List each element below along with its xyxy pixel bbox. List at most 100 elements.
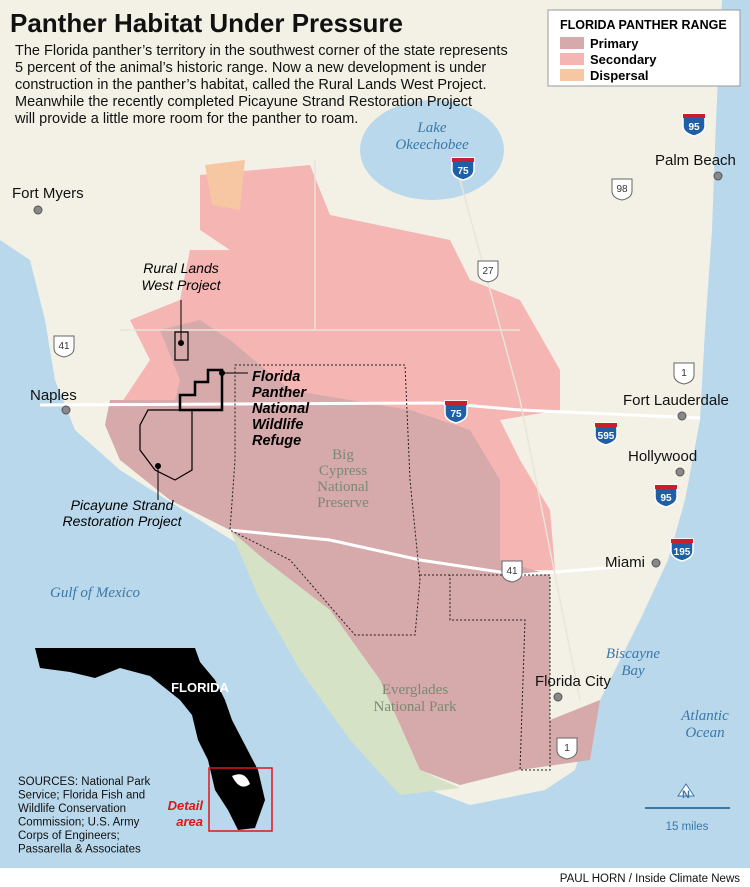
place-label: Miami bbox=[605, 554, 645, 571]
refuge-outline bbox=[178, 368, 224, 412]
place-dot bbox=[553, 692, 563, 702]
shield-top bbox=[683, 114, 705, 118]
highway-shield: 95 bbox=[654, 484, 678, 508]
text-line: Gulf of Mexico bbox=[50, 585, 140, 601]
shield-body bbox=[673, 362, 695, 385]
highway-shield: 27 bbox=[477, 260, 499, 283]
detail-box bbox=[208, 767, 273, 832]
shield-number: 75 bbox=[457, 166, 469, 177]
legend-title: FLORIDA PANTHER RANGE bbox=[560, 18, 727, 32]
text-line: Refuge bbox=[252, 433, 301, 449]
shield-body bbox=[682, 113, 706, 137]
shield-top bbox=[671, 539, 693, 543]
place-dot bbox=[33, 205, 43, 215]
highway-shield: 75 bbox=[444, 400, 468, 424]
shield-body bbox=[670, 538, 694, 562]
text-line: Big bbox=[332, 447, 354, 463]
legend-label: Secondary bbox=[590, 52, 657, 67]
florida-detail-fill bbox=[232, 774, 250, 787]
gulf-label: Gulf of Mexico bbox=[50, 585, 140, 601]
text-line: SOURCES: National Park bbox=[18, 776, 151, 788]
highway-shield: 41 bbox=[501, 560, 523, 583]
text-line: Bay bbox=[621, 663, 645, 679]
text-line: Detail bbox=[168, 798, 204, 813]
credit-bar bbox=[0, 868, 750, 887]
rural-lands-outline bbox=[174, 331, 189, 361]
legend-label: Dispersal bbox=[590, 68, 649, 83]
text-line: Preserve bbox=[317, 495, 369, 511]
place-dot bbox=[677, 411, 687, 421]
text-line: will provide a little more room for the … bbox=[14, 111, 358, 127]
text-line: construction in the panther’s habitat, c… bbox=[15, 77, 487, 93]
highway-shield: 75 bbox=[451, 157, 475, 181]
legend-label: Primary bbox=[590, 36, 639, 51]
text-line: Corps of Engineers; bbox=[18, 830, 120, 842]
place-dot bbox=[61, 405, 71, 415]
primary-range bbox=[105, 320, 600, 785]
legend-swatch bbox=[560, 69, 584, 81]
place-dot bbox=[675, 467, 685, 477]
text-line: West Project bbox=[141, 277, 221, 293]
highway-shield: 41 bbox=[53, 335, 75, 358]
everglades-area bbox=[230, 530, 460, 795]
shield-body bbox=[611, 178, 633, 201]
shield-top bbox=[595, 423, 617, 427]
dispersal-range bbox=[205, 160, 245, 210]
text-line: Picayune Strand bbox=[71, 497, 175, 513]
text-line: Meanwhile the recently completed Picayun… bbox=[15, 94, 472, 110]
shield-top bbox=[452, 158, 474, 162]
text-line: Everglades bbox=[382, 682, 449, 698]
inset-label: FLORIDA bbox=[171, 680, 229, 695]
text-line: area bbox=[176, 814, 203, 829]
text-line: Wildlife Conservation bbox=[18, 803, 126, 815]
text-line: National Park bbox=[374, 699, 457, 715]
big-cypress-label: Big Cypress National Preserve bbox=[317, 447, 369, 511]
text-line: Florida bbox=[252, 369, 300, 385]
north-label: N bbox=[682, 789, 690, 801]
shield-body bbox=[451, 157, 475, 181]
shield-body bbox=[594, 422, 618, 446]
shield-number: 1 bbox=[681, 368, 687, 379]
text-line: Okeechobee bbox=[395, 137, 469, 153]
shield-number: 95 bbox=[660, 493, 672, 504]
places: Fort Myers Naples Palm Beach Fort Lauder… bbox=[12, 152, 736, 702]
scale-bar: N 15 miles bbox=[645, 783, 730, 833]
text-line: Panther bbox=[252, 385, 307, 401]
refuge-label: Florida Panther National Wildlife Refuge bbox=[252, 369, 310, 449]
picayune-label: Picayune Strand Restoration Project bbox=[62, 497, 182, 529]
credit: PAUL HORN / Inside Climate News bbox=[560, 873, 740, 885]
text-line: National bbox=[317, 479, 369, 495]
text-line: Cypress bbox=[319, 463, 367, 479]
shield-number: 75 bbox=[450, 409, 462, 420]
place-label: Fort Lauderdale bbox=[623, 392, 729, 409]
everglades-label: Everglades National Park bbox=[374, 682, 457, 715]
shield-body bbox=[654, 484, 678, 508]
rural-lands-label: Rural Lands West Project bbox=[141, 260, 221, 293]
legend-swatch bbox=[560, 53, 584, 65]
text-line: Wildlife bbox=[252, 417, 303, 433]
highway-shield: 1 bbox=[556, 737, 578, 760]
shield-body bbox=[501, 560, 523, 583]
florida-shape bbox=[35, 648, 265, 830]
shield-number: 98 bbox=[616, 184, 628, 195]
sources: SOURCES: National Park Service; Florida F… bbox=[18, 776, 151, 856]
shield-body bbox=[53, 335, 75, 358]
north-arrow bbox=[677, 783, 695, 797]
shield-number: 595 bbox=[598, 431, 615, 442]
park-boundaries bbox=[229, 364, 551, 771]
shield-number: 41 bbox=[506, 566, 518, 577]
place-label: Palm Beach bbox=[655, 152, 736, 169]
text-line: National bbox=[252, 401, 310, 417]
text-line: The Florida panther’s territory in the s… bbox=[15, 43, 508, 59]
shield-top bbox=[655, 485, 677, 489]
place-dot bbox=[651, 558, 661, 568]
place-dot bbox=[713, 171, 723, 181]
biscayne-label: Biscayne Bay bbox=[606, 646, 660, 679]
shield-number: 195 bbox=[674, 547, 691, 558]
place-label: Naples bbox=[30, 387, 77, 404]
shield-number: 1 bbox=[564, 743, 570, 754]
place-label: Hollywood bbox=[628, 448, 697, 465]
shield-body bbox=[444, 400, 468, 424]
text-line: Service; Florida Fish and bbox=[18, 790, 145, 802]
